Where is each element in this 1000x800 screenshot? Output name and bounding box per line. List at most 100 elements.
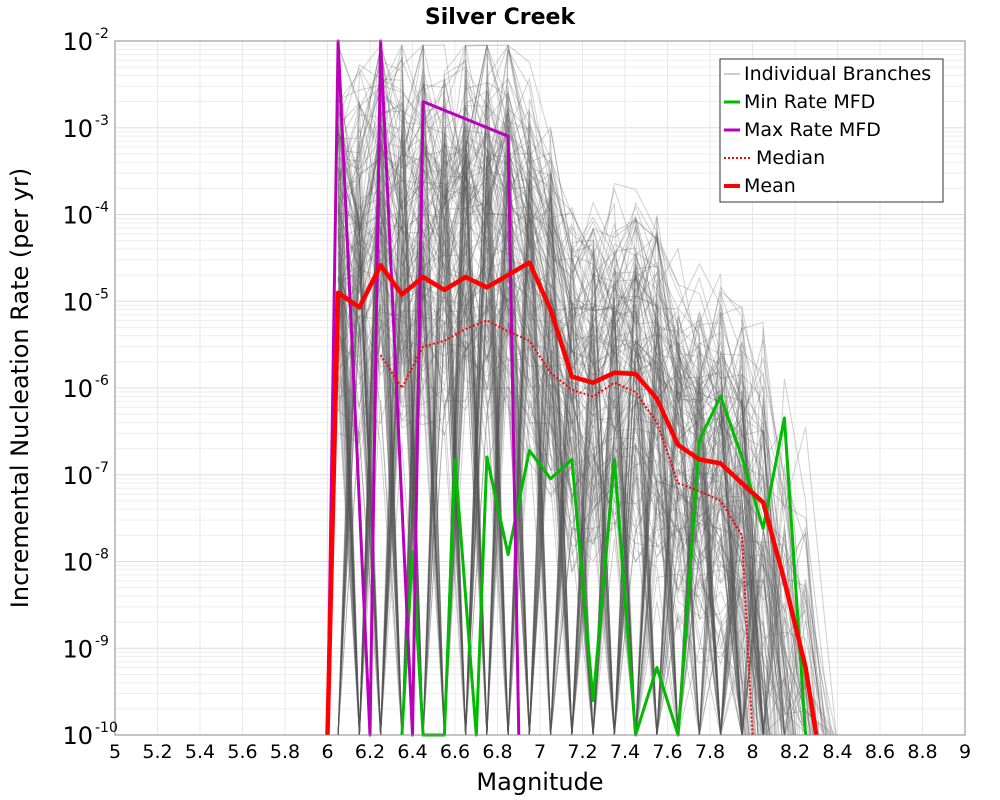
branch-line (337, 85, 790, 736)
branch-line (337, 257, 792, 736)
branch-line (337, 94, 762, 736)
legend: Individual Branches Min Rate MFD Max Rat… (719, 58, 944, 203)
branch-line (337, 278, 780, 736)
x-axis-label: Magnitude (476, 768, 603, 796)
y-axis-label: Incremental Nucleation Rate (per yr) (6, 168, 34, 608)
mean-line (325, 260, 819, 736)
x-tick-label: 8.2 (780, 741, 810, 763)
branch-line (338, 60, 765, 736)
branch-line (337, 75, 780, 736)
branch-line (337, 227, 797, 736)
x-tick-label: 5.4 (185, 741, 215, 763)
branch-line (337, 74, 786, 736)
branch-line (337, 209, 771, 736)
x-tick-label: 9 (959, 741, 971, 763)
branch-line (337, 161, 759, 736)
legend-item-branches: Individual Branches (744, 63, 931, 85)
branch-line (337, 141, 828, 736)
legend-item-min: Min Rate MFD (744, 91, 875, 113)
branch-line (337, 172, 832, 736)
y-tick-exponent: -5 (95, 286, 109, 302)
branch-line (337, 291, 777, 736)
x-tick-label: 7.6 (652, 741, 682, 763)
branch-line (337, 123, 789, 736)
branch-line (337, 283, 767, 736)
branch-line (337, 305, 809, 736)
max-rate-mfd-line (326, 39, 521, 737)
x-tick-label: 6.4 (397, 741, 427, 763)
branch-line (337, 269, 799, 736)
branch-line (338, 104, 746, 736)
branch-line (337, 125, 752, 736)
y-tick-label: 10 (62, 202, 93, 230)
branch-line (337, 241, 829, 736)
y-tick-exponent: -9 (95, 633, 109, 649)
branch-line (337, 247, 750, 736)
branch-line (337, 326, 767, 736)
min-rate-mfd-line (400, 394, 808, 737)
x-tick-label: 8.4 (822, 741, 852, 763)
branch-line (337, 136, 789, 736)
branch-line (337, 259, 793, 736)
individual-branches (337, 43, 837, 737)
branch-line (337, 135, 764, 736)
branch-line (337, 48, 795, 736)
plot-frame (114, 40, 966, 736)
y-tick-label: 10 (62, 375, 93, 403)
x-tick-label: 6.8 (482, 741, 512, 763)
x-tick-label: 7.4 (610, 741, 640, 763)
branch-line (337, 102, 776, 736)
branch-line (337, 256, 755, 736)
y-tick-exponent: -6 (95, 373, 109, 389)
branch-line (337, 45, 827, 736)
branch-line (337, 178, 800, 736)
branch-line (338, 101, 755, 736)
branch-line (337, 45, 760, 736)
branch-line (337, 208, 768, 736)
y-tick-exponent: -4 (95, 200, 109, 216)
y-tick-exponent: -2 (95, 26, 109, 42)
branch-line (337, 44, 807, 736)
y-tick-exponent: -3 (95, 113, 109, 129)
legend-item-median: Median (756, 147, 825, 169)
branch-line (337, 45, 783, 736)
branch-line (337, 44, 773, 736)
branch-line (337, 125, 772, 736)
branch-line (337, 149, 824, 736)
branch-line (337, 106, 777, 736)
branch-line (337, 220, 770, 736)
branch-line (337, 255, 745, 736)
branch-line (337, 310, 793, 736)
branch-line (338, 44, 759, 736)
branch-line (337, 59, 792, 736)
x-tick-label: 8.6 (865, 741, 895, 763)
x-tick-label: 8.8 (907, 741, 937, 763)
x-tick-label: 5.2 (142, 741, 172, 763)
y-tick-label: 10 (62, 722, 93, 750)
y-tick-exponent: -8 (95, 547, 109, 563)
y-tick-label: 10 (62, 28, 93, 56)
branch-line (337, 53, 761, 736)
branch-line (337, 143, 827, 736)
legend-box (719, 58, 944, 203)
branch-line (337, 233, 810, 736)
branch-line (337, 44, 770, 736)
branch-line (337, 134, 748, 736)
branch-line (337, 203, 764, 736)
branch-line (337, 219, 766, 736)
branch-line (337, 89, 794, 736)
legend-item-max: Max Rate MFD (744, 119, 881, 141)
branch-line (337, 216, 749, 736)
branch-line (337, 45, 811, 736)
branch-line (338, 45, 751, 736)
branch-line (337, 217, 813, 736)
x-tick-label: 6.6 (440, 741, 470, 763)
branch-line (337, 266, 776, 736)
branch-line (337, 338, 783, 736)
x-tick-label: 7.8 (695, 741, 725, 763)
y-tick-exponent: -7 (95, 460, 109, 476)
branch-line (338, 43, 804, 736)
series-layer (325, 39, 819, 737)
branch-line (337, 49, 783, 736)
branch-line (337, 106, 791, 736)
